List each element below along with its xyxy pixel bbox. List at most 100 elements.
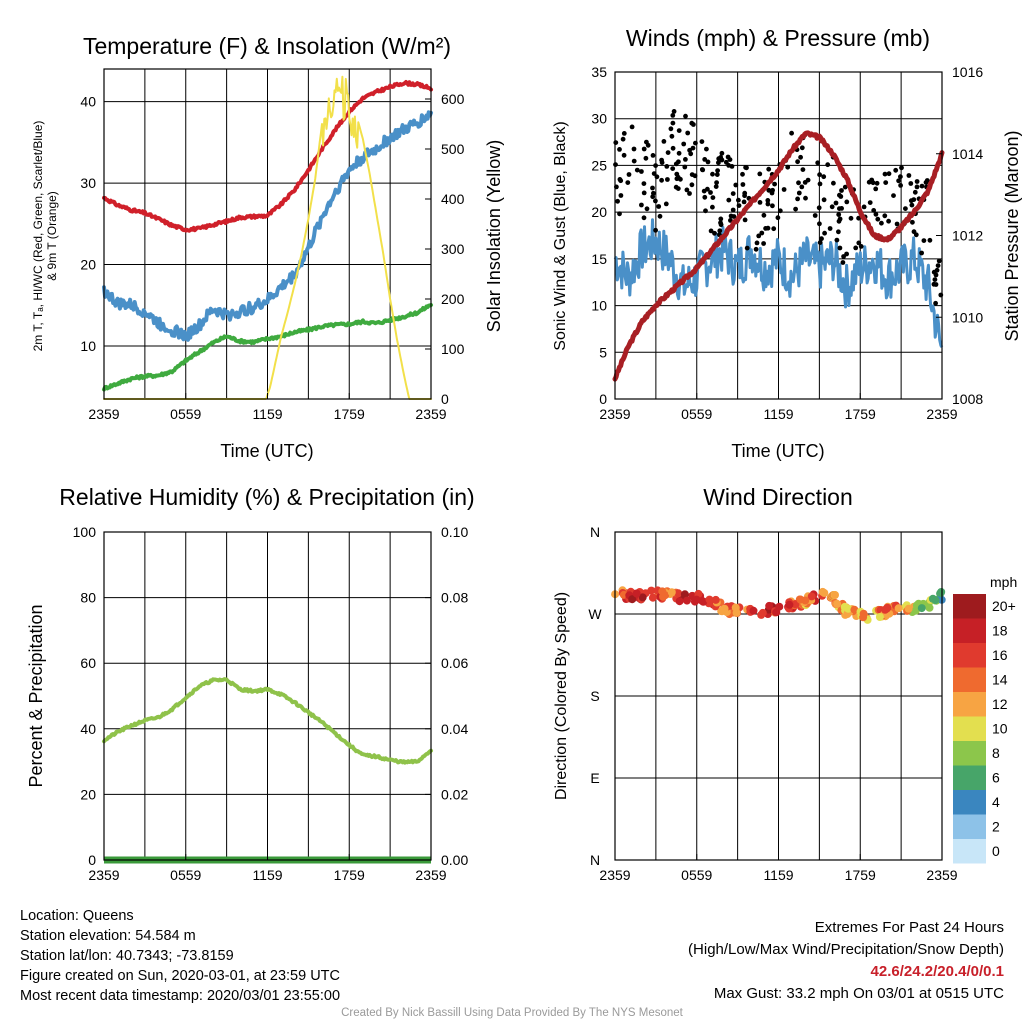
gust-point xyxy=(753,246,759,252)
gust-point xyxy=(702,194,708,200)
gust-point xyxy=(933,300,938,306)
wind-axes: 2359 0559 1159 1759 235905101520253035100810… xyxy=(591,64,983,422)
gust-point xyxy=(796,190,802,196)
elevation-text: Station elevation: 54.584 m xyxy=(20,928,196,944)
y2-tick-label: 0.06 xyxy=(441,655,468,671)
gust-point xyxy=(836,212,842,218)
y2-tick-label: 600 xyxy=(441,91,465,107)
y2-tick-label: 100 xyxy=(441,341,465,357)
recent-text: Most recent data timestamp: 2020/03/01 2… xyxy=(20,988,341,1004)
temp-xlabel: Time (UTC) xyxy=(220,441,313,461)
colorbar-swatch xyxy=(953,814,986,839)
gust-point xyxy=(798,154,803,160)
gust-point xyxy=(717,228,723,234)
x-tick-label: 1759 xyxy=(334,867,365,883)
gust-point xyxy=(665,150,671,156)
direction-point xyxy=(658,587,667,596)
gust-point xyxy=(913,232,919,238)
gust-point xyxy=(682,164,688,170)
gust-point xyxy=(719,150,725,156)
gust-point xyxy=(676,128,682,134)
credit-text: Created By Nick Bassill Using Data Provi… xyxy=(341,1007,683,1019)
rh-grid xyxy=(104,532,431,860)
direction-point xyxy=(785,600,794,609)
direction-point xyxy=(831,591,839,599)
gust-point xyxy=(631,158,637,164)
gust-point xyxy=(670,120,676,126)
x-tick-label: 1759 xyxy=(334,406,365,422)
gust-point xyxy=(879,220,884,226)
y2-tick-label: 0.02 xyxy=(441,786,468,802)
wind-panel: Winds (mph) & Pressure (mb) Sonic Wind &… xyxy=(552,25,1022,461)
gust-point xyxy=(634,167,640,173)
gust-point xyxy=(736,197,741,203)
gust-point xyxy=(923,180,929,185)
rh-panel: Relative Humidity (%) & Precipitation (i… xyxy=(26,484,475,883)
colorbar-label: mph xyxy=(990,574,1017,590)
y-tick-label: 100 xyxy=(73,524,97,540)
gust-point xyxy=(621,131,627,136)
gust-point xyxy=(651,171,657,177)
gust-point xyxy=(817,240,823,246)
gust-point xyxy=(856,215,861,221)
y2-tick-label: 1008 xyxy=(952,391,983,407)
x-tick-label: 0559 xyxy=(170,406,201,422)
y-tick-label: 35 xyxy=(591,64,607,80)
direction-point xyxy=(675,597,684,606)
gust-point xyxy=(772,181,777,187)
y2-tick-label: 1016 xyxy=(952,64,983,80)
y2-tick-label: 1012 xyxy=(952,228,983,244)
direction-point xyxy=(632,589,641,598)
gust-point xyxy=(867,200,873,206)
gust-point xyxy=(692,173,698,179)
gust-point xyxy=(631,146,637,152)
gust-point xyxy=(933,282,939,287)
gust-point xyxy=(715,168,720,174)
latlon-text: Station lat/lon: 40.7343; -73.8159 xyxy=(20,948,234,964)
gust-point xyxy=(718,155,724,160)
y-tick-label: 60 xyxy=(80,655,96,671)
direction-point xyxy=(904,604,913,613)
x-tick-label: 1159 xyxy=(763,406,793,422)
gust-point xyxy=(684,187,690,193)
gust-point xyxy=(639,202,644,208)
gust-point xyxy=(815,160,821,166)
x-tick-label: 2359 xyxy=(415,867,446,883)
gust-point xyxy=(710,171,715,177)
x-tick-label: 1159 xyxy=(252,406,282,422)
gust-point xyxy=(641,146,647,152)
gust-point xyxy=(712,230,717,236)
y-tick-label: 0 xyxy=(88,852,96,868)
gust-point xyxy=(800,167,806,173)
gust-point xyxy=(799,145,805,151)
x-tick-label: 0559 xyxy=(681,406,712,422)
gust-point xyxy=(765,198,771,203)
gust-point xyxy=(761,241,766,246)
temp-title: Temperature (F) & Insolation (W/m²) xyxy=(83,33,451,59)
gust-point xyxy=(670,145,676,151)
direction-point xyxy=(680,590,689,599)
gust-point xyxy=(882,213,888,219)
gust-point xyxy=(671,109,677,114)
y-tick-label: N xyxy=(590,852,600,868)
gust-point xyxy=(789,130,794,136)
gust-point xyxy=(733,182,739,188)
gust-point xyxy=(714,180,719,186)
gust-point xyxy=(644,206,650,212)
series-line-2m-t xyxy=(102,80,433,233)
gust-point xyxy=(650,153,656,158)
gust-point xyxy=(743,165,748,170)
wind-ylabel-left: Sonic Wind & Gust (Blue, Black) xyxy=(552,121,569,350)
y2-tick-label: 400 xyxy=(441,191,465,207)
gust-point xyxy=(836,229,841,235)
gust-point xyxy=(690,145,696,151)
x-tick-label: 0559 xyxy=(170,867,201,883)
gust-point xyxy=(903,206,908,212)
gust-point xyxy=(708,190,713,195)
gust-point xyxy=(874,180,880,186)
gust-point xyxy=(653,227,658,233)
series-line-sonic-wind xyxy=(613,218,944,348)
gust-point xyxy=(740,182,746,187)
gust-point xyxy=(936,258,942,264)
